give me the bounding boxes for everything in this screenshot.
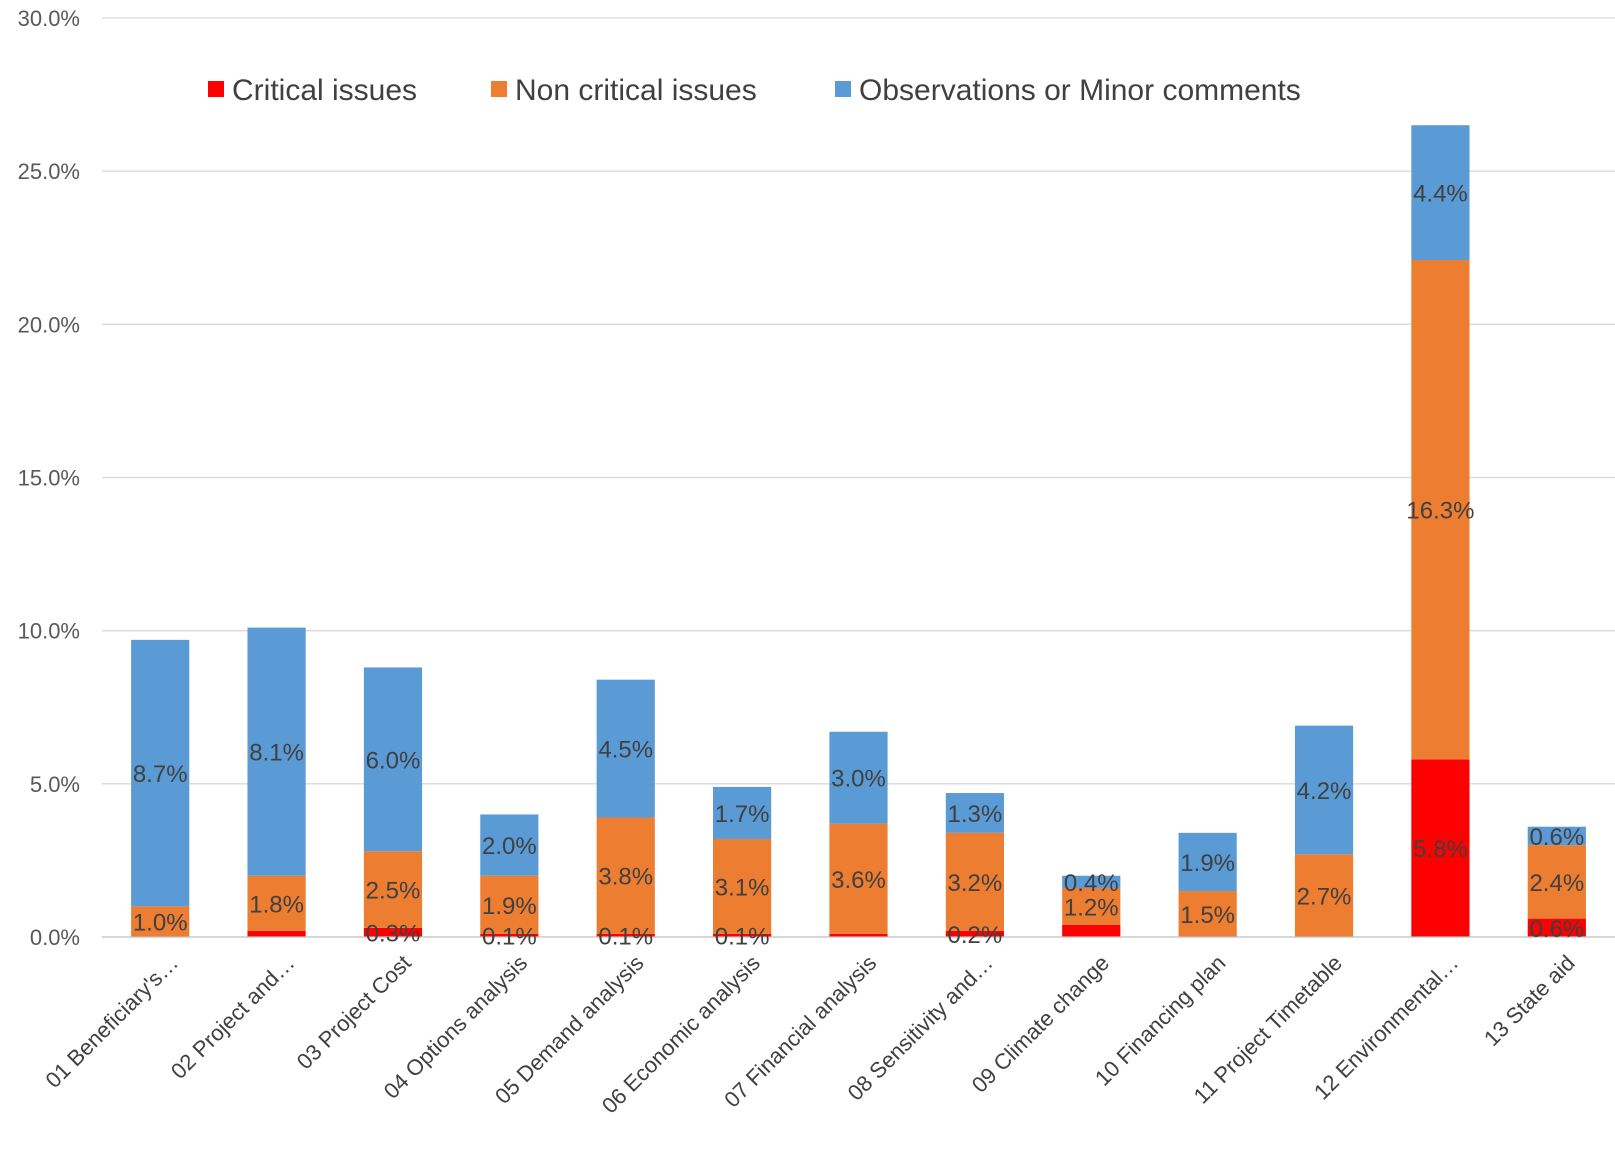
bar-observation <box>1411 125 1470 261</box>
bar-observation <box>363 667 423 852</box>
data-labels: 1.0% 8.7% 1.8% 8.1% 0.3% 2.5% 6.0% 0.1% 1.9% 2.0%… <box>133 181 1584 951</box>
bar-critical <box>247 930 306 937</box>
y-tick-label: 30.0% <box>18 6 80 31</box>
data-label-noncritical: 16.3% <box>1406 498 1474 525</box>
data-label-critical: 0.6% <box>1529 916 1584 943</box>
data-label-noncritical: 1.0% <box>133 910 188 937</box>
data-label-noncritical: 1.5% <box>1180 902 1235 929</box>
bar-observation <box>713 786 772 839</box>
data-label-noncritical: 2.7% <box>1297 884 1352 911</box>
data-label-critical: 0.1% <box>715 923 770 950</box>
legend-swatch <box>491 81 507 97</box>
bar-observation <box>480 814 539 876</box>
bar-noncritical <box>1062 887 1121 925</box>
data-label-critical: 5.8% <box>1413 836 1468 863</box>
data-label-noncritical: 3.6% <box>831 867 886 894</box>
legend: Critical issues Non critical issues Observ… <box>208 74 1301 107</box>
legend-label: Observations or Minor comments <box>859 74 1301 107</box>
data-label-noncritical: 1.9% <box>482 893 537 920</box>
bar-noncritical <box>1411 260 1470 760</box>
bar-observation <box>1294 725 1354 855</box>
data-label-noncritical: 2.5% <box>366 878 421 905</box>
y-tick-label: 0.0% <box>30 925 80 950</box>
bar-critical <box>1411 759 1470 937</box>
legend-item-observation: Observations or Minor comments <box>835 74 1301 107</box>
data-label-observation: 1.3% <box>948 801 1003 828</box>
data-label-noncritical: 1.8% <box>249 891 304 918</box>
data-label-observation: 2.0% <box>482 833 537 860</box>
data-label-observation: 0.6% <box>1529 824 1584 851</box>
bar-critical <box>1527 918 1586 937</box>
data-label-observation: 4.5% <box>598 737 653 764</box>
bar-noncritical <box>1178 891 1237 937</box>
bar-critical <box>1062 924 1121 937</box>
y-tick-label: 15.0% <box>18 466 80 491</box>
bar-observation <box>596 679 655 818</box>
data-label-noncritical: 3.8% <box>598 864 653 891</box>
category-labels: 01 Beneficiary's…02 Project and…03 Proje… <box>40 950 1579 1118</box>
bar-observation <box>1527 826 1586 846</box>
bar-observation <box>131 639 190 907</box>
y-tick-label: 25.0% <box>18 159 80 184</box>
data-label-noncritical: 3.1% <box>715 874 770 901</box>
y-tick-label: 20.0% <box>18 312 80 337</box>
y-tick-label: 5.0% <box>30 772 80 797</box>
data-label-observation: 1.7% <box>715 801 770 828</box>
data-label-observation: 1.9% <box>1180 850 1235 877</box>
data-label-observation: 4.2% <box>1297 778 1352 805</box>
data-label-critical: 0.1% <box>598 923 653 950</box>
legend-swatch <box>208 81 224 97</box>
bar-noncritical <box>131 906 190 937</box>
data-label-observation: 6.0% <box>366 747 421 774</box>
bar-critical <box>480 933 539 937</box>
bar-critical <box>363 927 423 937</box>
data-label-critical: 0.3% <box>366 920 421 947</box>
bar-critical <box>713 933 772 937</box>
category-label: 02 Project and… <box>166 950 300 1084</box>
legend-item-critical: Critical issues <box>208 74 417 107</box>
bar-observation <box>945 793 1004 833</box>
bar-noncritical <box>1294 854 1354 937</box>
legend-label: Critical issues <box>232 74 417 107</box>
bar-noncritical <box>945 832 1004 931</box>
bar-critical <box>945 930 1004 937</box>
category-label: 13 State aid <box>1479 950 1580 1051</box>
bar-critical <box>596 933 655 937</box>
bar-noncritical <box>829 823 888 934</box>
bar-observation <box>829 731 888 824</box>
legend-label: Non critical issues <box>515 74 757 107</box>
data-label-noncritical: 3.2% <box>948 870 1003 897</box>
legend-swatch <box>835 81 851 97</box>
bar-noncritical <box>247 875 306 931</box>
bar-noncritical <box>480 875 539 934</box>
data-label-observation: 0.4% <box>1064 870 1119 897</box>
data-label-observation: 8.7% <box>133 761 188 788</box>
data-label-critical: 0.2% <box>948 922 1003 949</box>
data-label-observation: 3.0% <box>831 766 886 793</box>
bar-observation <box>247 627 306 876</box>
bar-noncritical <box>363 851 423 928</box>
bar-noncritical <box>596 817 655 934</box>
y-axis-tick-labels: 0.0% 5.0% 10.0% 15.0% 20.0% 25.0% 30.0% <box>18 6 80 950</box>
bar-observation <box>1178 832 1237 892</box>
data-label-observation: 8.1% <box>249 740 304 767</box>
data-label-noncritical: 2.4% <box>1529 870 1584 897</box>
category-label: 01 Beneficiary's… <box>40 950 183 1093</box>
y-tick-label: 10.0% <box>18 619 80 644</box>
category-label: 03 Project Cost <box>292 950 416 1074</box>
gridlines <box>102 17 1615 785</box>
legend-item-noncritical: Non critical issues <box>491 74 757 107</box>
bar-noncritical <box>1527 845 1586 919</box>
data-label-noncritical: 1.2% <box>1064 894 1119 921</box>
bars <box>131 125 1586 937</box>
bar-observation <box>1062 875 1121 888</box>
data-label-observation: 4.4% <box>1413 181 1468 208</box>
data-label-critical: 0.1% <box>482 923 537 950</box>
bar-critical <box>829 933 888 937</box>
bar-noncritical <box>713 838 772 934</box>
